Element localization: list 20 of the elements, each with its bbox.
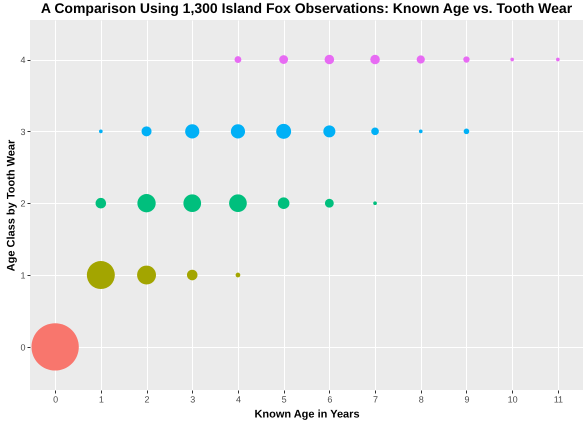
y-tick-label: 1 bbox=[20, 270, 26, 281]
x-tick-label: 6 bbox=[327, 394, 332, 404]
y-tick-label: 3 bbox=[20, 126, 26, 137]
x-tick-label: 1 bbox=[98, 394, 104, 404]
x-tick-label: 4 bbox=[236, 394, 241, 404]
x-tick-label: 11 bbox=[554, 394, 564, 404]
y-axis-title: Age Class by Tooth Wear bbox=[5, 138, 18, 272]
y-tick-label: 2 bbox=[20, 198, 26, 209]
chart-title: A Comparison Using 1,300 Island Fox Observations: Known Age vs. Tooth Wear bbox=[40, 0, 573, 16]
y-tick-label: 0 bbox=[20, 342, 26, 352]
x-tick-label: 0 bbox=[53, 394, 58, 404]
x-tick-label: 3 bbox=[190, 394, 196, 404]
x-tick-label: 5 bbox=[282, 394, 287, 404]
x-axis-title: Known Age in Years bbox=[254, 408, 360, 420]
x-tick-label: 10 bbox=[508, 394, 518, 404]
y-tick-label: 4 bbox=[20, 55, 26, 66]
x-tick-label: 2 bbox=[144, 394, 150, 404]
x-tick-label: 9 bbox=[464, 394, 470, 404]
x-tick-label: 8 bbox=[418, 394, 424, 404]
x-tick-label: 7 bbox=[373, 394, 378, 404]
